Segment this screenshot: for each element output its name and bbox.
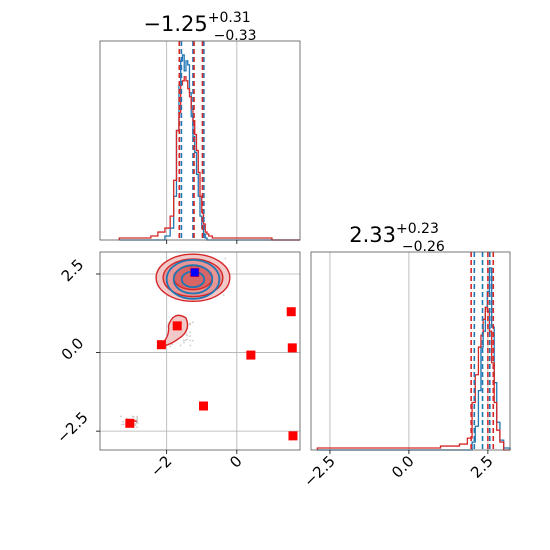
red-square-marker: [125, 418, 135, 428]
scatter-point: [122, 420, 125, 423]
scatter-point: [191, 339, 194, 342]
scatter-point: [134, 422, 137, 425]
title-minus-error: −0.26: [402, 239, 445, 255]
scatter-point: [169, 345, 172, 348]
scatter-point: [184, 339, 187, 342]
scatter-point: [189, 323, 192, 326]
histogram-series-1: [118, 76, 300, 241]
scatter-point: [191, 321, 194, 324]
scatter-point: [182, 339, 185, 342]
scatter-point: [171, 343, 174, 346]
scatter-point: [186, 338, 189, 341]
title-value: −1.25: [143, 12, 207, 36]
axes-frame: [99, 251, 301, 451]
scatter-point: [183, 341, 185, 344]
scatter-point: [121, 423, 123, 426]
title-value: 2.33: [349, 223, 396, 247]
scatter-point: [136, 426, 138, 429]
scatter-point: [189, 339, 191, 342]
scatter-point: [179, 344, 182, 347]
histogram-panel-param1: −1.25+0.31 −0.33: [99, 10, 301, 244]
scatter-point: [189, 344, 192, 347]
blue-square-marker: [190, 268, 199, 277]
red-square-marker: [172, 321, 182, 331]
scatter-point: [136, 422, 139, 424]
blue-contour-level-0: [165, 258, 221, 300]
scatter-point: [222, 294, 225, 296]
panel-title: 2.33+0.23 −0.26: [349, 221, 445, 255]
panel-content: [100, 252, 300, 450]
axes-frame: [310, 251, 511, 451]
scatter-point: [189, 331, 192, 334]
red-square-marker: [199, 401, 209, 411]
red-square-marker: [287, 343, 297, 353]
title-minus-error: −0.33: [214, 28, 257, 44]
scatter-point: [136, 415, 138, 418]
scatter-point: [131, 415, 134, 418]
axes-frame: [99, 40, 301, 241]
scatter-point: [185, 333, 188, 335]
scatter-point: [120, 415, 122, 418]
red-square-marker: [286, 307, 296, 317]
scatter-point: [189, 335, 191, 338]
scatter-point: [186, 334, 189, 337]
blue-contour-level-1: [172, 264, 214, 295]
scatter-point: [122, 423, 125, 426]
red-square-marker: [288, 431, 298, 441]
red-square-marker: [156, 340, 166, 350]
panel-title: −1.25+0.31 −0.33: [143, 10, 256, 44]
scatter-point: [224, 257, 227, 260]
title-plus-error: +0.23: [396, 221, 439, 237]
title-plus-error: +0.31: [208, 10, 251, 26]
red-square-marker: [246, 350, 256, 360]
